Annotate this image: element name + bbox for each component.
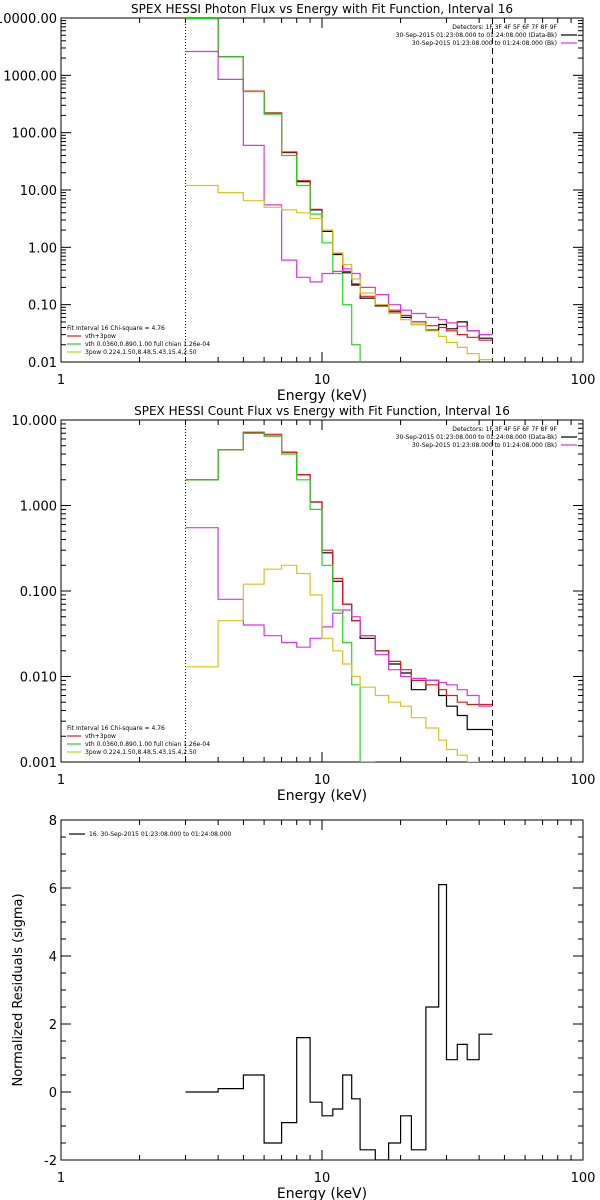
plot-frame xyxy=(60,419,584,763)
y-tick-label: 2 xyxy=(49,1018,57,1033)
y-tick-label: 100.00 xyxy=(12,127,58,142)
series-line-red xyxy=(185,18,493,341)
x-axis-label: Energy (keV) xyxy=(277,788,367,804)
chart-title: SPEX HESSI Photon Flux vs Energy with Fi… xyxy=(131,2,513,16)
data-area xyxy=(185,884,493,1160)
chart-title: SPEX HESSI Count Flux vs Energy with Fit… xyxy=(134,404,510,418)
fit-legend-header: Fit Interval 16 Chi-square = 4.76 xyxy=(67,725,165,732)
series-line-green xyxy=(185,18,361,362)
series-line-black xyxy=(185,18,493,339)
y-tick-label: 0 xyxy=(49,1086,57,1101)
y-tick-label: 4 xyxy=(49,950,57,965)
x-tick-label: 10 xyxy=(314,773,331,788)
y-tick-label: 1000.00 xyxy=(3,69,57,84)
x-axis-label: Energy (keV) xyxy=(277,388,367,404)
y-tick-label: 0.01 xyxy=(28,356,57,371)
fit-legend-entry: vth+3pow xyxy=(85,333,116,340)
y-tick-label: 6 xyxy=(49,882,57,897)
x-tick-label: 1 xyxy=(57,1171,65,1186)
x-tick-label: 100 xyxy=(571,373,596,388)
y-axis-label: Normalized Residuals (sigma) xyxy=(11,893,26,1086)
x-tick-label: 1 xyxy=(57,373,65,388)
series-line-black xyxy=(185,884,493,1160)
fit-legend-header: Fit Interval 16 Chi-square = 4.76 xyxy=(67,325,165,332)
x-tick-label: 100 xyxy=(571,1171,596,1186)
y-tick-label: -2 xyxy=(44,1154,57,1169)
chart-panel-2: SPEX HESSI Count Flux vs Energy with Fit… xyxy=(12,404,596,804)
y-tick-label: 10000.00 xyxy=(0,12,57,27)
plot-frame xyxy=(60,17,584,363)
x-tick-label: 10 xyxy=(314,1171,331,1186)
y-tick-label: 1.00 xyxy=(28,241,57,256)
series-line-yellow xyxy=(185,564,480,762)
chart-panel-3: 1 10 100 -2 0 2 4 6 8 Energy (keV) Normalized Resi… xyxy=(11,814,595,1200)
data-area xyxy=(185,431,493,762)
fit-legend-entry: vth 0.0360,0.890,1.00 full chian 1.26e-0… xyxy=(85,741,210,748)
x-tick-label: 100 xyxy=(571,773,596,788)
y-tick-label: 0.001 xyxy=(20,756,57,771)
fit-legend-entry: vth 0.0360,0.890,1.00 full chian 1.26e-0… xyxy=(85,341,210,348)
y-tick-label: 0.010 xyxy=(20,671,57,686)
series-line-green xyxy=(185,432,376,762)
y-tick-label: 0.100 xyxy=(20,585,57,600)
data-area xyxy=(185,18,493,362)
y-tick-label: 1.000 xyxy=(20,500,57,515)
series-line-yellow xyxy=(185,184,493,361)
fit-legend-entry: vth+3pow xyxy=(85,733,116,740)
series-line-magenta xyxy=(185,527,493,707)
series-line-red xyxy=(185,431,493,706)
x-tick-label: 10 xyxy=(314,373,331,388)
legend-text: 30-Sep-2015 01:23:08.000 to 01:24:08.000… xyxy=(412,442,557,449)
legend-text: 30-Sep-2015 01:23:08.000 to 01:24:08.000… xyxy=(396,434,557,441)
chart-panel-1: SPEX HESSI Photon Flux vs Energy with Fi… xyxy=(0,2,595,404)
y-tick-label: 10.00 xyxy=(20,184,57,199)
x-axis-label: Energy (keV) xyxy=(277,1186,367,1200)
fit-legend-entry: 3pow 0.224,1.50,8.48,5.43,15.4,2.50 xyxy=(85,349,197,356)
legend-text: 30-Sep-2015 01:23:08.000 to 01:24:08.000… xyxy=(396,32,557,39)
legend-text: Detectors: 1F 3F 4F 5F 6F 7F 8F 9F xyxy=(452,24,557,31)
y-tick-label: 0.10 xyxy=(28,299,57,314)
legend-text: 16. 30-Sep-2015 01:23:08.000 to 01:24:08… xyxy=(89,831,232,838)
legend-text: Detectors: 1F 3F 4F 5F 6F 7F 8F 9F xyxy=(452,426,557,433)
y-tick-label: 10.000 xyxy=(12,414,58,429)
y-tick-label: 8 xyxy=(49,814,57,829)
legend-text: 30-Sep-2015 01:23:08.000 to 01:24:08.000… xyxy=(412,40,557,47)
x-tick-label: 1 xyxy=(57,773,65,788)
fit-legend-entry: 3pow 0.224,1.50,8.48,5.43,15.4,2.50 xyxy=(85,749,197,756)
